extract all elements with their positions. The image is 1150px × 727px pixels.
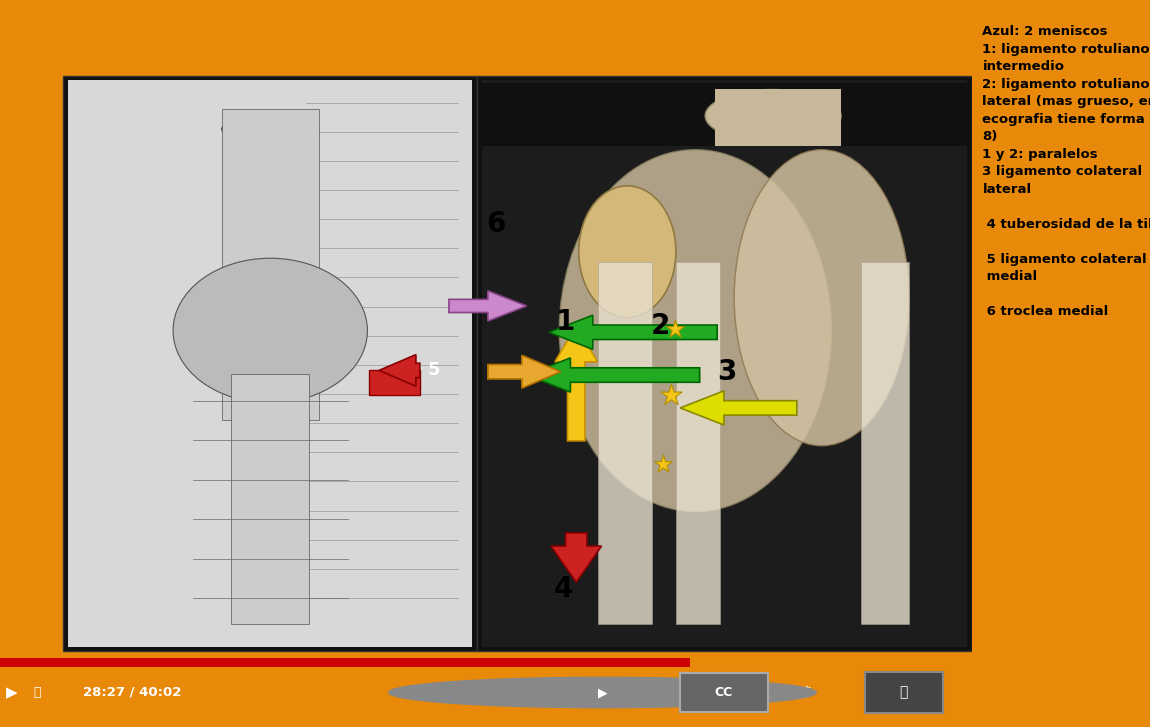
Text: 4: 4 xyxy=(554,575,574,603)
Text: ⛶: ⛶ xyxy=(899,686,907,699)
Text: 🔊: 🔊 xyxy=(33,686,40,699)
Bar xyxy=(0,658,690,667)
Point xyxy=(653,458,672,470)
Text: ⚙: ⚙ xyxy=(799,685,813,700)
Bar xyxy=(63,76,477,651)
Circle shape xyxy=(389,678,816,707)
Text: 28:27 / 40:02: 28:27 / 40:02 xyxy=(83,686,181,699)
Bar xyxy=(222,109,319,420)
Ellipse shape xyxy=(559,150,831,512)
Bar xyxy=(482,80,967,647)
Bar xyxy=(369,371,420,395)
Text: ▶: ▶ xyxy=(6,685,17,700)
Bar xyxy=(680,673,768,712)
Ellipse shape xyxy=(172,258,368,403)
Bar xyxy=(598,262,652,624)
FancyArrow shape xyxy=(549,315,718,350)
Text: 1: 1 xyxy=(555,308,575,337)
Ellipse shape xyxy=(734,150,910,446)
Text: 5: 5 xyxy=(428,361,440,379)
Bar xyxy=(482,83,967,146)
Ellipse shape xyxy=(222,116,319,142)
FancyArrow shape xyxy=(527,358,699,392)
Bar xyxy=(477,76,972,651)
FancyArrow shape xyxy=(488,356,561,388)
Ellipse shape xyxy=(578,186,676,318)
Text: CC: CC xyxy=(715,686,733,699)
FancyArrow shape xyxy=(554,326,598,441)
Text: Azul: 2 meniscos
1: ligamento rotuliano
intermedio
2: ligamento rotuliano
latera: Azul: 2 meniscos 1: ligamento rotuliano … xyxy=(982,25,1150,318)
FancyArrow shape xyxy=(680,391,797,425)
Ellipse shape xyxy=(705,89,841,142)
FancyArrow shape xyxy=(551,533,601,582)
Text: 2: 2 xyxy=(651,312,670,340)
Text: 6: 6 xyxy=(486,209,505,238)
Text: 3: 3 xyxy=(718,358,736,386)
Bar xyxy=(676,262,720,624)
Text: ▶: ▶ xyxy=(598,686,607,699)
Bar xyxy=(715,89,841,146)
FancyArrow shape xyxy=(448,291,527,321)
Bar xyxy=(865,672,943,713)
Bar xyxy=(68,80,473,647)
Point xyxy=(666,323,684,334)
Point xyxy=(661,389,680,401)
Bar xyxy=(860,262,910,624)
FancyArrow shape xyxy=(380,355,420,386)
Bar xyxy=(231,374,309,624)
